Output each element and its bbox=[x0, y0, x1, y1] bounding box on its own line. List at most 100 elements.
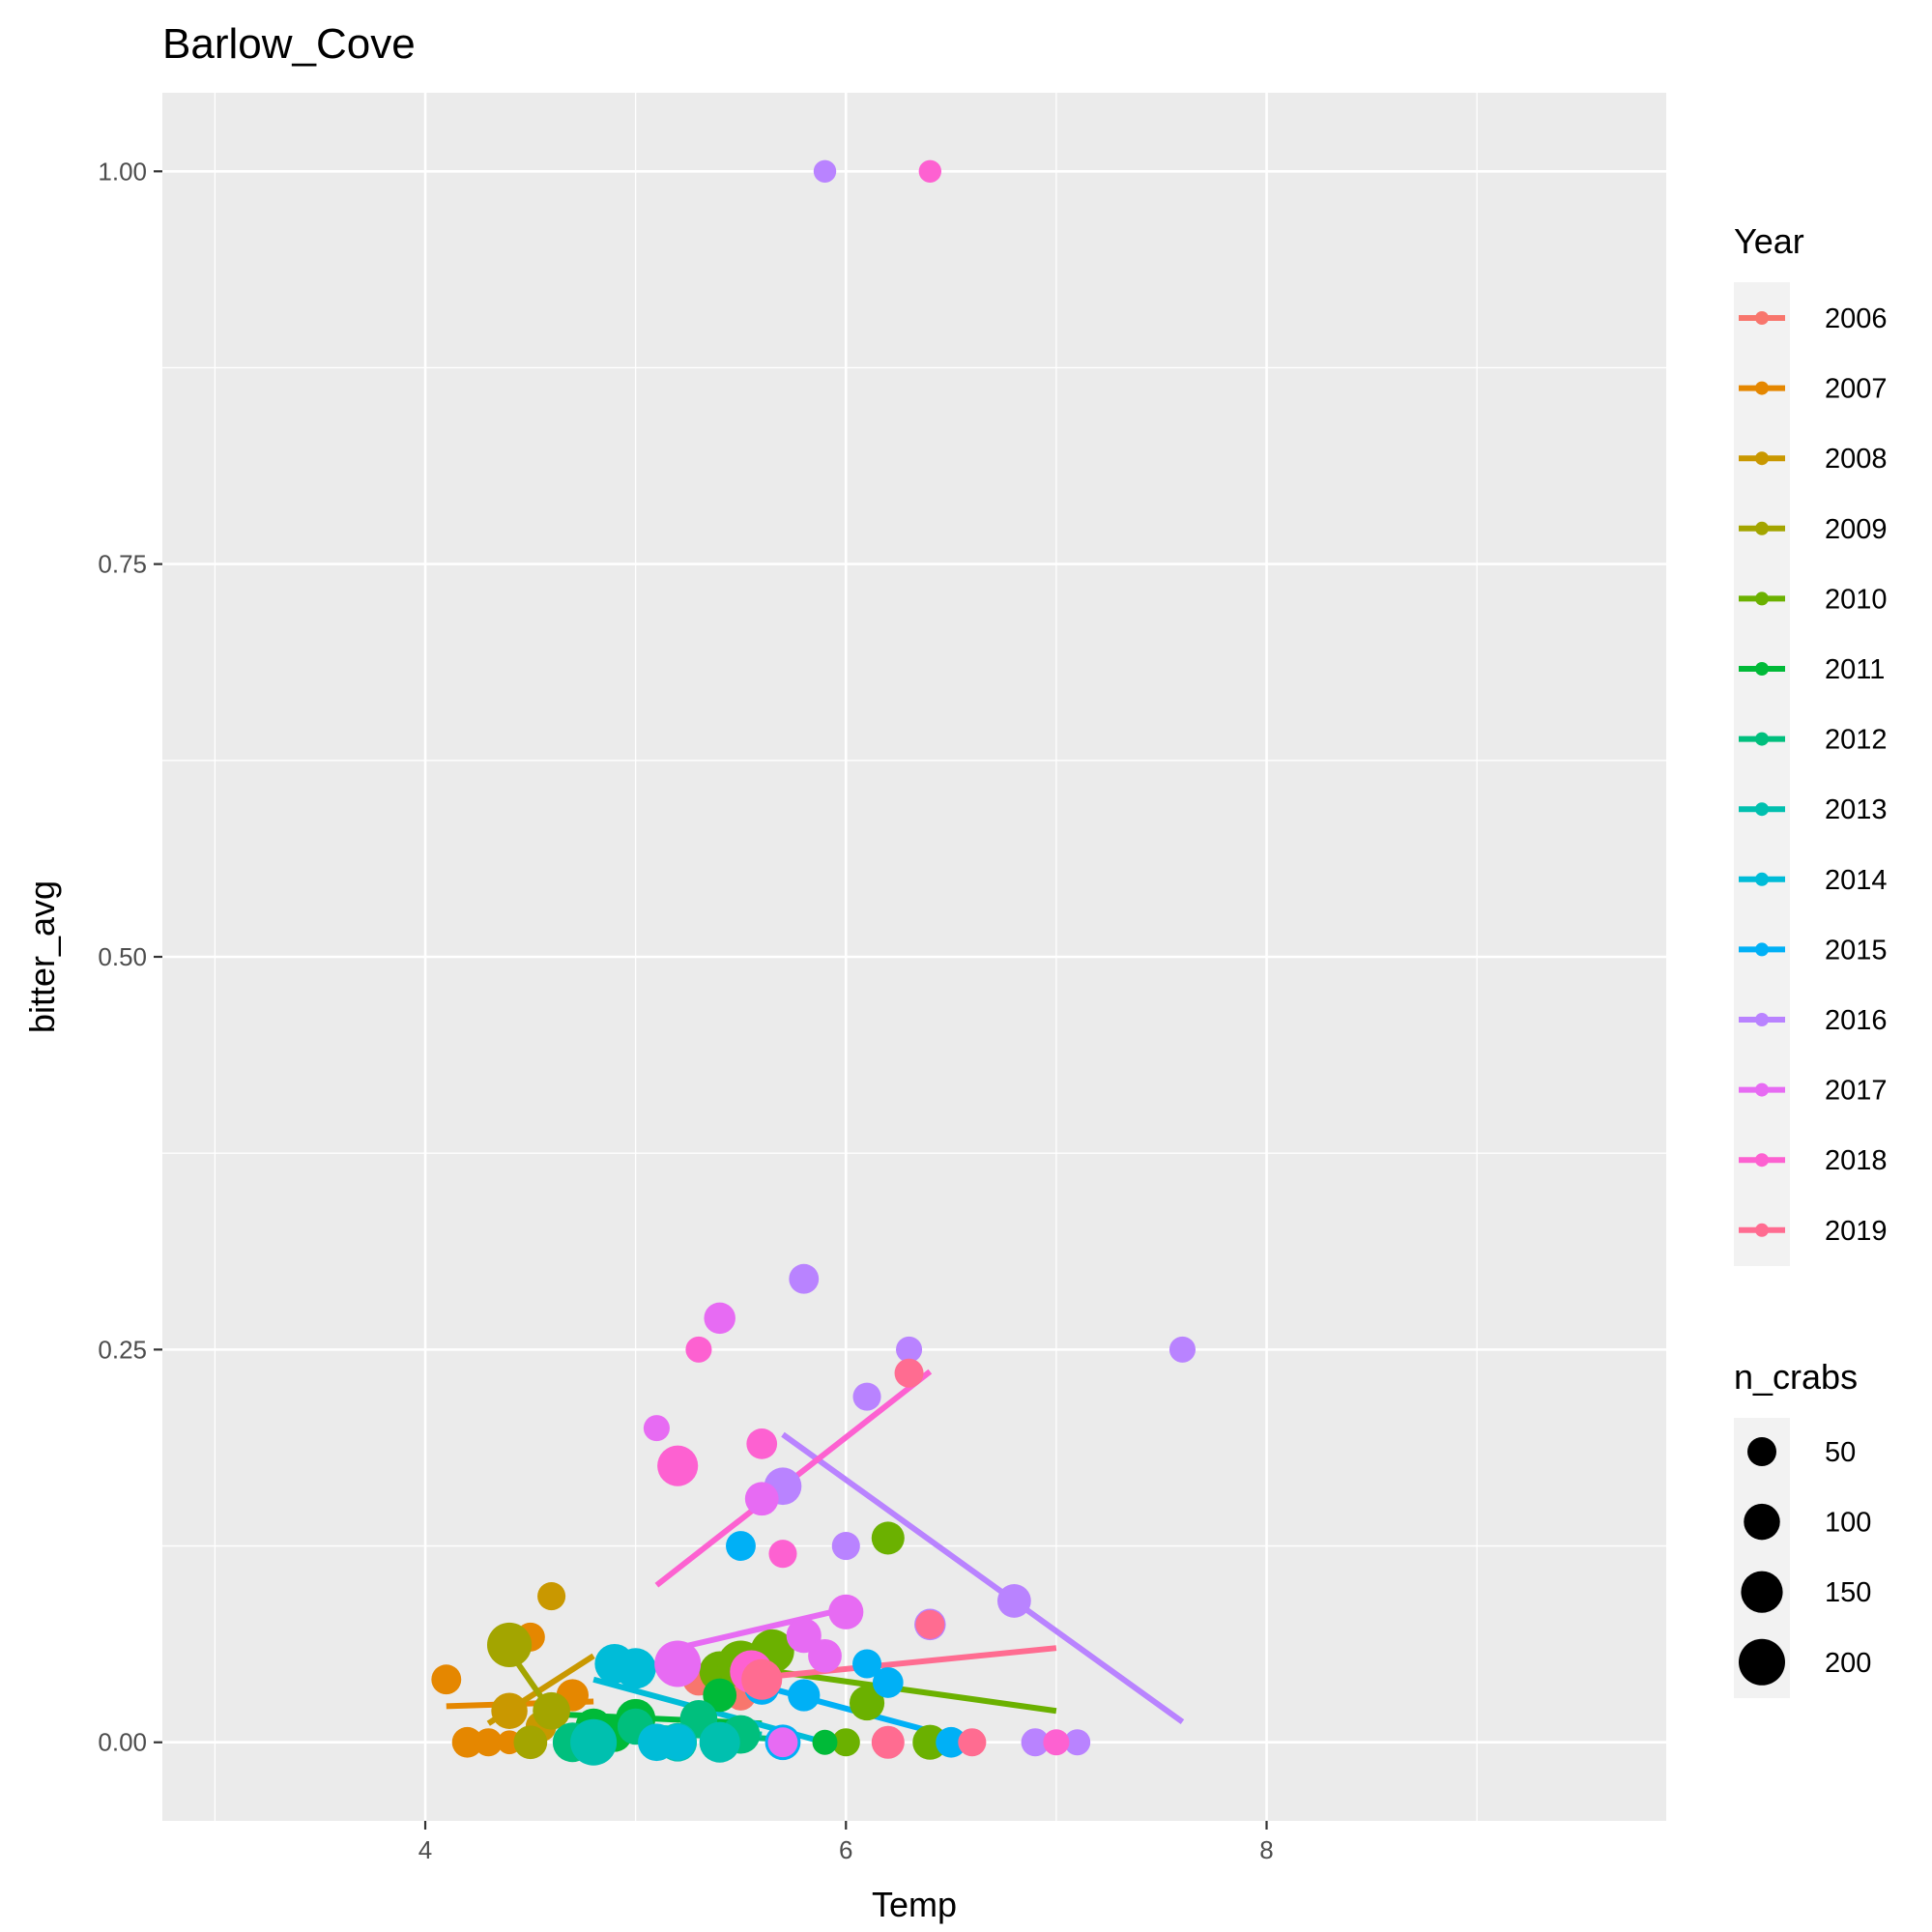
year-legend-dot-2013 bbox=[1755, 802, 1769, 817]
y-tick-label: 0.25 bbox=[98, 1335, 147, 1364]
data-point-2015 bbox=[936, 1726, 966, 1758]
data-point-2018 bbox=[685, 1336, 712, 1363]
year-legend-label: 2006 bbox=[1825, 303, 1888, 334]
year-legend-label: 2017 bbox=[1825, 1076, 1888, 1107]
year-legend-dot-2017 bbox=[1755, 1082, 1769, 1097]
n-crabs-legend-label: 200 bbox=[1825, 1648, 1871, 1679]
data-point-2007 bbox=[431, 1664, 462, 1695]
data-point-2017 bbox=[828, 1594, 864, 1629]
data-point-2018 bbox=[918, 159, 942, 183]
data-point-2018 bbox=[1043, 1729, 1070, 1756]
year-legend-dot-2014 bbox=[1755, 872, 1769, 886]
data-point-2019 bbox=[871, 1725, 905, 1759]
n-crabs-legend: n_crabs 50 100 150 200 bbox=[1734, 1357, 1871, 1698]
year-legend-dot-2019 bbox=[1755, 1223, 1769, 1237]
data-point-2015 bbox=[872, 1667, 904, 1698]
year-legend-dot-2011 bbox=[1755, 662, 1769, 676]
data-point-2019 bbox=[894, 1358, 924, 1388]
year-legend-dot-2008 bbox=[1755, 451, 1769, 466]
y-tick-label: 0.00 bbox=[98, 1728, 147, 1757]
n-crabs-legend-dot-50 bbox=[1747, 1437, 1776, 1466]
fit-line-2019 bbox=[740, 1645, 1057, 1683]
x-tick-label: 8 bbox=[1259, 1835, 1273, 1864]
x-tick-label: 4 bbox=[418, 1835, 432, 1864]
data-point-2010 bbox=[871, 1521, 905, 1555]
n-crabs-legend-label: 50 bbox=[1825, 1437, 1856, 1468]
data-point-2014 bbox=[615, 1648, 656, 1689]
data-point-2018 bbox=[657, 1445, 699, 1486]
year-legend-dot-2007 bbox=[1755, 381, 1769, 395]
data-point-2017 bbox=[786, 1618, 822, 1654]
year-legend-label: 2019 bbox=[1825, 1216, 1888, 1247]
y-tick-label: 1.00 bbox=[98, 157, 147, 186]
year-legend-label: 2012 bbox=[1825, 725, 1888, 756]
x-axis-title: Temp bbox=[872, 1885, 957, 1924]
x-axis: 4 6 8 bbox=[418, 1821, 1274, 1864]
data-point-2016 bbox=[852, 1382, 881, 1411]
data-point-2009 bbox=[487, 1622, 533, 1668]
data-point-2017 bbox=[744, 1482, 779, 1516]
data-point-2014 bbox=[659, 1723, 696, 1761]
year-legend-title: Year bbox=[1734, 221, 1804, 261]
year-legend-dot-2016 bbox=[1755, 1013, 1769, 1026]
y-tick-label: 0.50 bbox=[98, 942, 147, 971]
data-point-2016 bbox=[996, 1584, 1031, 1618]
data-point-2015 bbox=[788, 1679, 821, 1712]
data-point-2008 bbox=[491, 1692, 528, 1729]
data-point-2015 bbox=[852, 1649, 882, 1679]
data-point-2010 bbox=[831, 1728, 860, 1757]
year-legend-label: 2010 bbox=[1825, 584, 1888, 615]
year-legend-label: 2016 bbox=[1825, 1005, 1888, 1036]
data-point-2018 bbox=[768, 1540, 797, 1569]
chart-title: Barlow_Cove bbox=[162, 20, 416, 68]
data-point-2016 bbox=[813, 159, 837, 183]
data-point-2013 bbox=[699, 1721, 740, 1763]
year-legend-dot-2012 bbox=[1755, 732, 1769, 746]
data-point-2007 bbox=[474, 1728, 503, 1757]
data-point-2016 bbox=[1168, 1336, 1196, 1363]
data-point-2019 bbox=[741, 1658, 783, 1700]
data-point-2008 bbox=[537, 1582, 566, 1611]
year-legend-label: 2011 bbox=[1825, 654, 1885, 685]
year-legend-label: 2009 bbox=[1825, 514, 1888, 545]
data-point-2017 bbox=[767, 1727, 798, 1758]
year-legend-dot-2018 bbox=[1755, 1153, 1769, 1168]
year-legend-dot-2006 bbox=[1755, 311, 1769, 325]
year-legend-dot-2015 bbox=[1755, 942, 1769, 957]
data-point-2007 bbox=[451, 1726, 483, 1758]
data-point-2017 bbox=[643, 1415, 670, 1442]
fit-line-2017 bbox=[677, 1605, 847, 1652]
data-point-2016 bbox=[1021, 1728, 1050, 1757]
y-axis: 0.00 0.25 0.50 0.75 1.00 bbox=[98, 157, 162, 1757]
year-legend-key-background bbox=[1734, 282, 1790, 1266]
n-crabs-legend-dot-100 bbox=[1744, 1503, 1780, 1541]
data-point-2013 bbox=[570, 1718, 618, 1766]
year-legend-label: 2013 bbox=[1825, 794, 1888, 825]
n-crabs-legend-dot-150 bbox=[1741, 1571, 1783, 1613]
data-point-2019 bbox=[915, 1609, 945, 1639]
data-point-2017 bbox=[654, 1640, 702, 1687]
year-legend-label: 2007 bbox=[1825, 374, 1888, 405]
year-legend-dot-2009 bbox=[1755, 521, 1769, 535]
n-crabs-legend-title: n_crabs bbox=[1734, 1357, 1858, 1397]
fit-line-2016 bbox=[781, 1431, 1185, 1725]
year-legend-label: 2018 bbox=[1825, 1145, 1888, 1176]
n-crabs-legend-label: 150 bbox=[1825, 1577, 1871, 1608]
year-legend-dot-2010 bbox=[1755, 591, 1769, 606]
year-legend: Year 2006 2007 2008 2009 2010 2011 2012 2013 201… bbox=[1734, 221, 1888, 1266]
data-point-2016 bbox=[1064, 1729, 1091, 1756]
data-point-2011 bbox=[703, 1678, 737, 1713]
data-point-2016 bbox=[896, 1336, 923, 1363]
data-point-2009 bbox=[533, 1691, 570, 1730]
data-point-2016 bbox=[831, 1532, 860, 1561]
data-point-2010 bbox=[849, 1686, 885, 1721]
year-legend-label: 2014 bbox=[1825, 865, 1888, 896]
data-point-2016 bbox=[789, 1263, 820, 1294]
n-crabs-legend-label: 100 bbox=[1825, 1508, 1871, 1539]
data-point-2019 bbox=[958, 1728, 987, 1757]
data-point-2009 bbox=[513, 1725, 548, 1760]
y-axis-title: bitter_avg bbox=[22, 880, 62, 1033]
y-tick-label: 0.75 bbox=[98, 550, 147, 579]
year-legend-label: 2008 bbox=[1825, 444, 1888, 475]
